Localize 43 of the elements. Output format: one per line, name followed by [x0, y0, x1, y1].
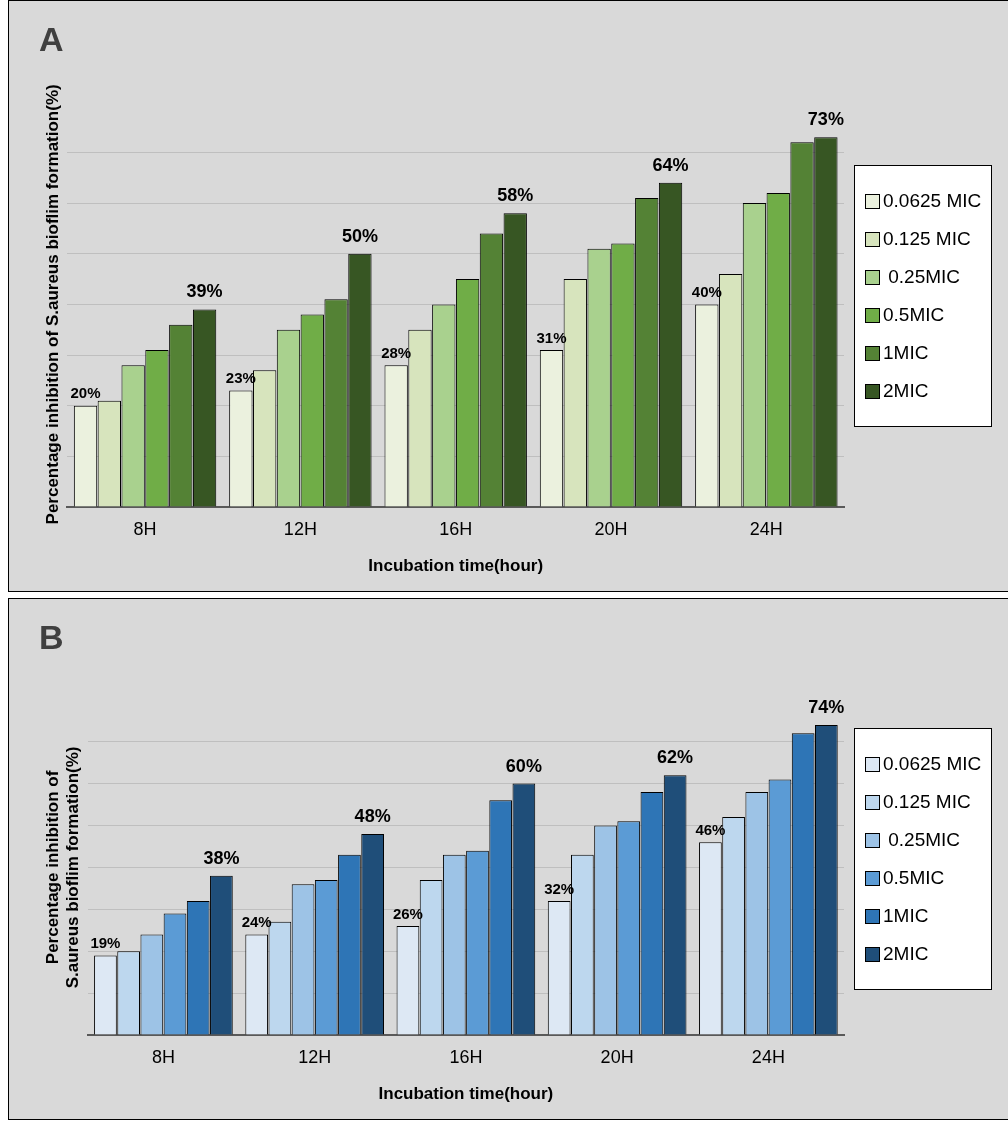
legend-label: 0.125 MIC	[882, 228, 972, 250]
legend-label: 0.25MIC	[887, 829, 962, 851]
x-axis-title: Incubation time(hour)	[378, 1084, 554, 1104]
x-tick-label: 24H	[751, 1046, 785, 1067]
legend-label: 1MIC	[882, 905, 930, 927]
x-tick-label: 8H	[133, 518, 157, 539]
data-label: 64%	[652, 154, 689, 175]
x-tick-label: 24H	[749, 518, 783, 539]
legend-label: 0.5MIC	[882, 304, 946, 326]
data-label: 74%	[808, 696, 845, 717]
data-label: 60%	[505, 755, 542, 776]
x-tick-label: 12H	[298, 1046, 332, 1067]
x-tick-label: 16H	[449, 1046, 483, 1067]
legend-label: 0.0625 MIC	[882, 190, 982, 212]
chart-title: A	[39, 19, 64, 58]
data-label: 20%	[70, 384, 101, 402]
data-label: 50%	[341, 225, 378, 246]
legend-label: 0.5MIC	[882, 867, 946, 889]
x-tick-label: 20H	[600, 1046, 634, 1067]
legend-label: 1MIC	[882, 342, 930, 364]
x-tick-label: 16H	[439, 518, 473, 539]
data-label: 24%	[241, 913, 272, 931]
data-label: 28%	[381, 343, 412, 361]
data-label: 39%	[186, 281, 223, 302]
y-axis-title: Percentage inhibition of S.aureus bioflim formation(%)	[42, 84, 62, 525]
legend-label: 2MIC	[882, 943, 930, 965]
x-tick-label: 20H	[594, 518, 628, 539]
chart-title: B	[39, 617, 64, 656]
legend-label: 2MIC	[882, 380, 930, 402]
data-label: 19%	[90, 934, 121, 952]
x-axis-title: Incubation time(hour)	[368, 556, 544, 576]
data-label: 31%	[536, 328, 567, 346]
legend-label: 0.0625 MIC	[882, 753, 982, 775]
x-tick-label: 8H	[151, 1046, 175, 1067]
legend-label: 0.25MIC	[887, 266, 962, 288]
data-label: 48%	[354, 805, 391, 826]
data-label: 38%	[203, 847, 240, 868]
x-tick-label: 12H	[283, 518, 317, 539]
data-label: 58%	[497, 185, 534, 206]
data-label: 62%	[657, 747, 694, 768]
y-axis-title: Percentage inhibition of S.aureus bioflim formation(%)	[42, 746, 83, 989]
data-label: 73%	[807, 109, 844, 130]
legend-label: 0.125 MIC	[882, 791, 972, 813]
